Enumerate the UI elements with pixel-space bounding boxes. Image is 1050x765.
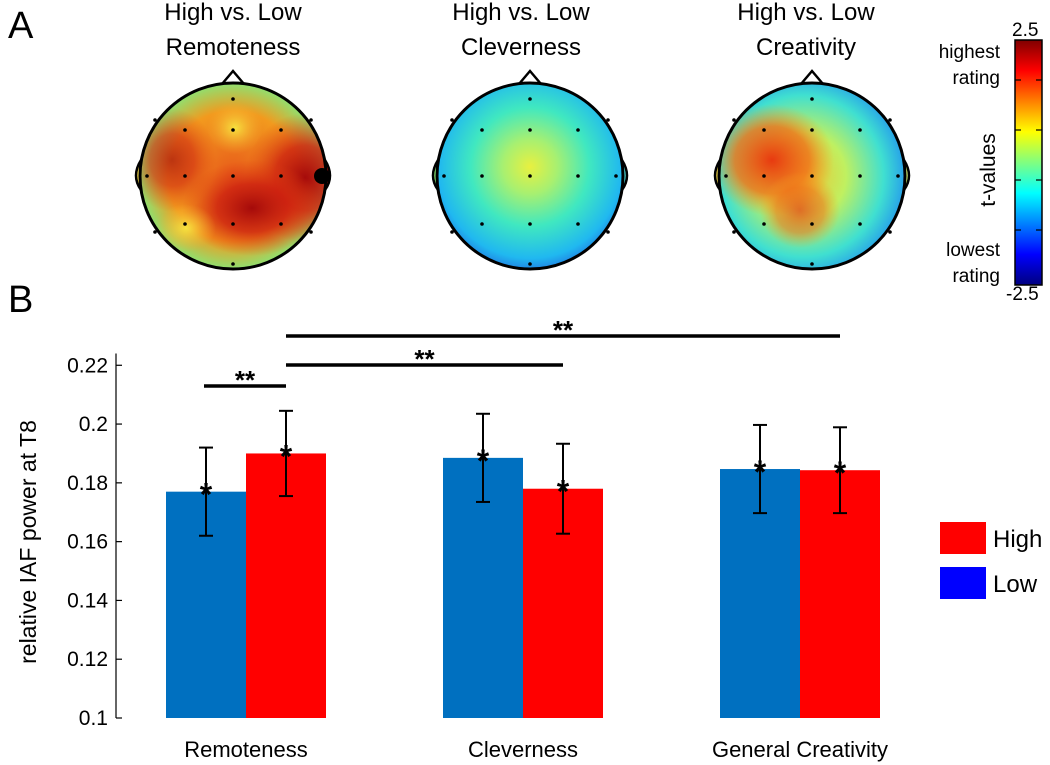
bar-chart: relative IAF power at T8 0.1 0.12 0.14 0.16… [15,315,1042,762]
topomap-title-remoteness-line1: High vs. Low [164,0,302,26]
colorbar-top-text-1: highest [939,42,1001,63]
y-tick-label: 0.12 [67,648,108,671]
mean-marker: * [754,454,767,490]
topomap-title-remoteness-line2: Remoteness [166,34,301,61]
nose-icon [221,69,245,85]
legend-swatch-low [940,567,986,599]
mean-marker: * [477,443,490,479]
colorbar-axis-label: t-values [977,133,1000,207]
x-tick-label: Cleverness [468,737,578,762]
x-tick-label: General Creativity [712,737,888,762]
significance-markers: ** ** ** [204,315,840,395]
topomap-title-cleverness-line1: High vs. Low [452,0,590,26]
panel-label-a: A [8,5,34,47]
topomap-cleverness [431,69,629,271]
bars: * * * * * * [166,409,880,718]
colorbar: 2.5 -2.5 highest rating lowest rating t-… [939,20,1043,305]
y-tick-label: 0.22 [67,354,108,377]
y-tick-label: 0.18 [67,472,108,495]
y-axis-label: relative IAF power at T8 [15,420,41,664]
bar-high [246,453,326,718]
colorbar-bottom-text-1: lowest [946,240,1001,261]
y-tick-label: 0.2 [79,413,108,436]
legend-label-low: Low [993,571,1038,598]
colorbar-bottom-text-2: rating [952,266,1000,287]
nose-icon [800,69,824,85]
y-tick-label: 0.14 [67,589,108,612]
colorbar-max-label: 2.5 [1012,20,1038,41]
colorbar-gradient [1014,39,1043,286]
significance-stars: ** [414,344,435,374]
legend-swatch-high [940,522,986,554]
colorbar-top-text-2: rating [952,68,1000,89]
y-tick-label: 0.16 [67,531,108,554]
topomap-creativity [713,69,911,271]
topomap-title-creativity-line2: Creativity [756,34,856,61]
topomap-title-cleverness-line2: Cleverness [461,34,581,61]
legend-label-high: High [993,526,1042,553]
mean-marker: * [834,455,847,491]
significance-stars: ** [553,315,574,345]
t8-electrode-marker [314,168,330,184]
topomap-remoteness [134,69,332,271]
x-tick-label: Remoteness [184,737,308,762]
mean-marker: * [200,477,213,513]
y-tick-label: 0.1 [79,707,108,730]
legend: High Low [940,522,1042,599]
mean-marker: * [557,474,570,510]
panel-label-b: B [8,279,33,321]
colorbar-min-label: -2.5 [1006,284,1039,305]
y-axis: 0.1 0.12 0.14 0.16 0.18 0.2 0.22 [67,353,122,730]
mean-marker: * [280,438,293,474]
significance-stars: ** [235,365,256,395]
nose-icon [518,69,542,85]
topomap-title-creativity-line1: High vs. Low [737,0,875,26]
x-axis: Remoteness Cleverness General Creativity [184,737,888,762]
